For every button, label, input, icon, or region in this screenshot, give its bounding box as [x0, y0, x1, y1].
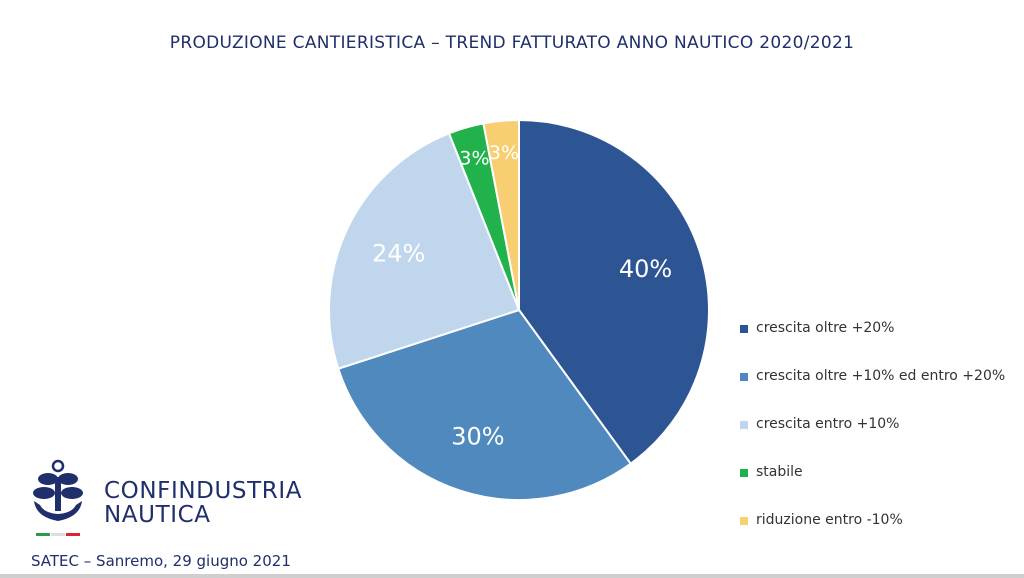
- chart-legend: crescita oltre +20% crescita oltre +10% …: [740, 320, 1024, 560]
- slice-data-label: 3%: [489, 142, 519, 164]
- logo-line1: CONFINDUSTRIA: [104, 478, 303, 504]
- legend-swatch: [740, 325, 748, 333]
- legend-label: crescita entro +10%: [756, 416, 900, 432]
- legend-item: crescita oltre +20%: [740, 320, 1024, 368]
- chart-title: PRODUZIONE CANTIERISTICA – TREND FATTURA…: [169, 33, 855, 53]
- slice-data-label: 24%: [372, 239, 425, 267]
- slice-data-label: 30%: [451, 422, 504, 450]
- confindustria-nautica-logo: CONFINDUSTRIA NAUTICA: [22, 455, 332, 545]
- slice-data-label: 40%: [619, 255, 672, 283]
- legend-swatch: [740, 517, 748, 525]
- legend-swatch: [740, 373, 748, 381]
- bottom-divider: [0, 574, 1024, 578]
- pie-slices: [328, 118, 710, 501]
- logo-line2: NAUTICA: [104, 502, 211, 528]
- pie-labels: 40% 30% 24% 3% 3%: [372, 142, 672, 450]
- legend-item: crescita entro +10%: [740, 416, 1024, 464]
- legend-item: riduzione entro -10%: [740, 512, 1024, 560]
- legend-label: crescita oltre +20%: [756, 320, 895, 336]
- pie-slice: [482, 118, 520, 311]
- legend-label: riduzione entro -10%: [756, 512, 903, 528]
- legend-swatch: [740, 469, 748, 477]
- slice-data-label: 3%: [459, 148, 489, 170]
- pie-slice: [337, 308, 633, 501]
- legend-label: stabile: [756, 464, 803, 480]
- legend-item: crescita oltre +10% ed entro +20%: [740, 368, 1024, 416]
- legend-item: stabile: [740, 464, 1024, 512]
- anchor-propeller-icon: [33, 459, 83, 536]
- legend-label: crescita oltre +10% ed entro +20%: [756, 368, 1006, 384]
- legend-swatch: [740, 421, 748, 429]
- logo-text: CONFINDUSTRIA NAUTICA: [104, 479, 302, 527]
- footer-caption: SATEC – Sanremo, 29 giugno 2021: [31, 552, 291, 570]
- pie-slice: [518, 118, 710, 466]
